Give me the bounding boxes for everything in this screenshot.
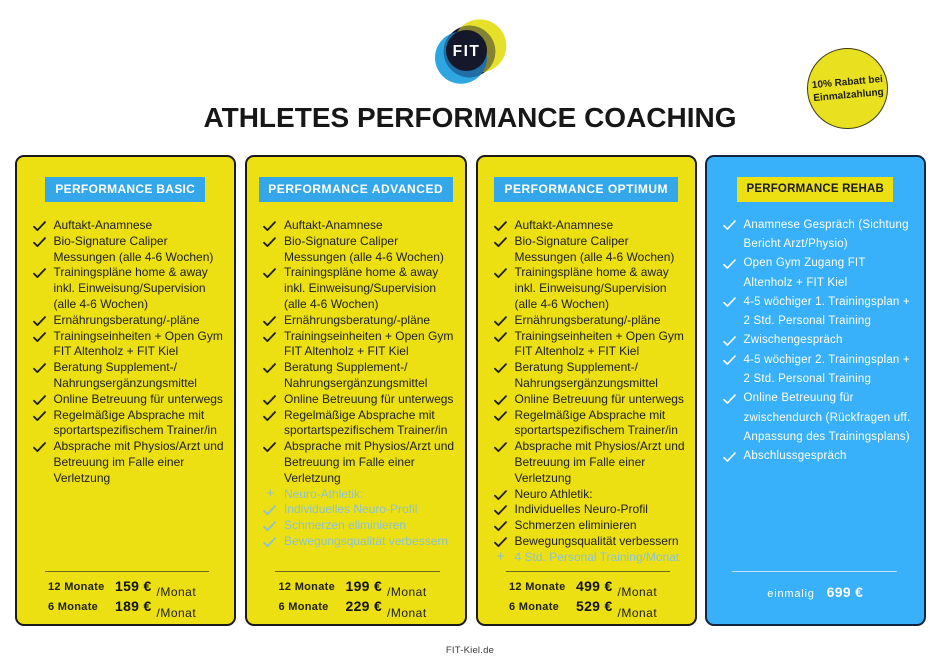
svg-text:FIT: FIT bbox=[453, 43, 481, 60]
